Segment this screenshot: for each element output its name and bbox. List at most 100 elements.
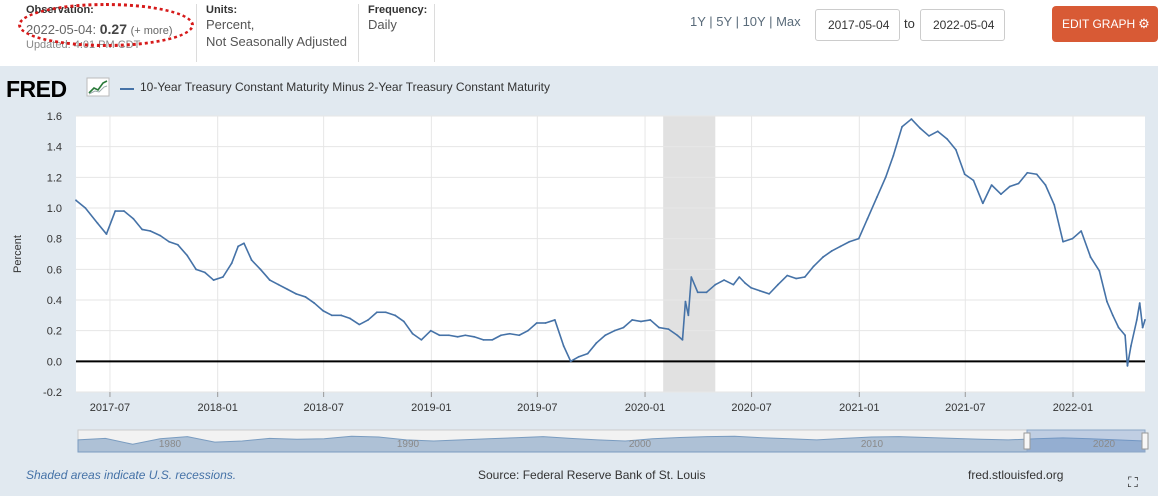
series-segment xyxy=(457,334,466,338)
series-segment xyxy=(876,177,887,198)
observation-label: Observation: xyxy=(26,4,94,16)
x-tick-label: 2020-01 xyxy=(625,402,665,414)
legend-series-name[interactable]: 10-Year Treasury Constant Maturity Minus… xyxy=(140,80,550,94)
series-segment xyxy=(822,250,833,258)
series-segment xyxy=(1118,327,1126,336)
series-segment xyxy=(1062,237,1073,243)
range-5y[interactable]: 5Y xyxy=(716,14,732,29)
range-1y[interactable]: 1Y xyxy=(690,14,706,29)
chart-svg[interactable]: 1.6 1.4 1.2 1.0 0.8 0.6 0.4 0.2 0.0 -0.2 2017-07 2… xyxy=(0,66,1158,496)
series-segment xyxy=(687,276,693,316)
series-segment xyxy=(1053,204,1064,242)
series-segment xyxy=(403,321,414,335)
y-tick-label: 0.2 xyxy=(47,326,62,338)
series-segment xyxy=(358,319,369,326)
series-segment xyxy=(901,118,912,128)
units-block: Units: Percent, Not Seasonally Adjusted xyxy=(206,4,347,50)
series-segment xyxy=(186,255,197,270)
series-segment xyxy=(1106,301,1114,316)
series-segment xyxy=(562,345,572,362)
observation-value: 0.27 xyxy=(99,21,127,37)
series-segment xyxy=(750,286,761,292)
range-selector: 1Y | 5Y | 10Y | Max xyxy=(690,14,801,29)
series-segment xyxy=(159,234,170,243)
series-segment xyxy=(251,259,261,270)
range-max[interactable]: Max xyxy=(776,14,801,29)
y-axis-label: Percent xyxy=(12,235,24,273)
series-segment xyxy=(1000,185,1011,195)
navigator-selection xyxy=(1026,429,1146,453)
series-segment xyxy=(690,276,699,293)
observation-block: Observation: 2022-05-04: 0.27 (+ more) U… xyxy=(26,4,173,51)
series-segment xyxy=(840,241,850,248)
series-segment xyxy=(213,276,224,281)
series-segment xyxy=(554,319,565,347)
x-tick-label: 2017-07 xyxy=(90,402,130,414)
series-segment xyxy=(84,207,99,224)
series-segment xyxy=(595,334,606,344)
series-segment xyxy=(705,284,716,293)
series-segment xyxy=(527,322,538,332)
series-segment xyxy=(1138,302,1144,328)
series-segment xyxy=(928,130,939,137)
edit-graph-button[interactable]: EDIT GRAPH ⚙ xyxy=(1052,6,1158,42)
series-segment xyxy=(676,334,684,341)
edit-graph-label: EDIT GRAPH xyxy=(1062,17,1136,31)
series-segment xyxy=(1017,172,1028,184)
plot-area xyxy=(76,116,1145,392)
series-segment xyxy=(1130,319,1138,347)
series-segment xyxy=(640,319,651,323)
x-tick-label: 2019-07 xyxy=(517,402,557,414)
series-segment xyxy=(982,184,993,204)
y-tick-label: 1.6 xyxy=(47,111,62,123)
series-segment xyxy=(500,332,510,337)
series-segment xyxy=(278,283,288,290)
range-sep: | xyxy=(731,14,743,29)
recession-shade xyxy=(663,116,716,392)
series-segment xyxy=(1112,314,1120,328)
site-link[interactable]: fred.stlouisfed.org xyxy=(968,468,1064,482)
x-tick-label: 2021-01 xyxy=(839,402,879,414)
series-segment xyxy=(614,326,624,332)
series-segment xyxy=(75,199,86,209)
series-segment xyxy=(412,333,422,341)
series-segment xyxy=(295,293,306,298)
series-segment xyxy=(420,330,432,341)
x-tick-label: 2020-07 xyxy=(731,402,771,414)
trend-icon-line xyxy=(88,80,108,94)
series-segment xyxy=(269,279,279,286)
y-tick-label: -0.2 xyxy=(43,387,62,399)
legend-swatch xyxy=(120,88,134,90)
series-segment xyxy=(349,317,360,326)
series-segment xyxy=(1098,270,1108,302)
series-segment xyxy=(787,274,797,280)
series-segment xyxy=(768,284,779,295)
series-segment xyxy=(105,210,116,235)
series-segment xyxy=(1036,173,1047,186)
series-segment xyxy=(892,126,903,157)
series-segment xyxy=(448,334,458,338)
chart-panel: 1.6 1.4 1.2 1.0 0.8 0.6 0.4 0.2 0.0 -0.2 2017-07 2… xyxy=(0,66,1158,496)
series-segment xyxy=(587,342,598,355)
source-text: Source: Federal Reserve Bank of St. Loui… xyxy=(478,468,706,482)
range-10y[interactable]: 10Y xyxy=(742,14,766,29)
observation-more-link[interactable]: (+ more) xyxy=(130,25,173,37)
y-tick-label: 1.0 xyxy=(47,203,62,215)
series-segment xyxy=(946,138,957,151)
series-segment xyxy=(1009,182,1019,188)
start-date-input[interactable]: 2017-05-04 xyxy=(815,9,900,41)
y-tick-label: 0.6 xyxy=(47,264,62,276)
fullscreen-icon[interactable]: ⛶ xyxy=(1128,474,1138,490)
series-segment xyxy=(1141,319,1146,328)
fred-logo[interactable]: FRED xyxy=(6,76,67,102)
y-tick-label: 1.2 xyxy=(47,172,62,184)
series-segment xyxy=(857,218,869,239)
end-date-input[interactable]: 2022-05-04 xyxy=(920,9,1005,41)
series-segment xyxy=(123,210,134,220)
series-segment xyxy=(204,271,215,281)
x-tick-label: 2021-07 xyxy=(945,402,985,414)
x-tick-label: 2018-07 xyxy=(303,402,343,414)
series-segment xyxy=(168,240,179,246)
series-segment xyxy=(804,265,815,278)
x-tick-label: 2019-01 xyxy=(411,402,451,414)
